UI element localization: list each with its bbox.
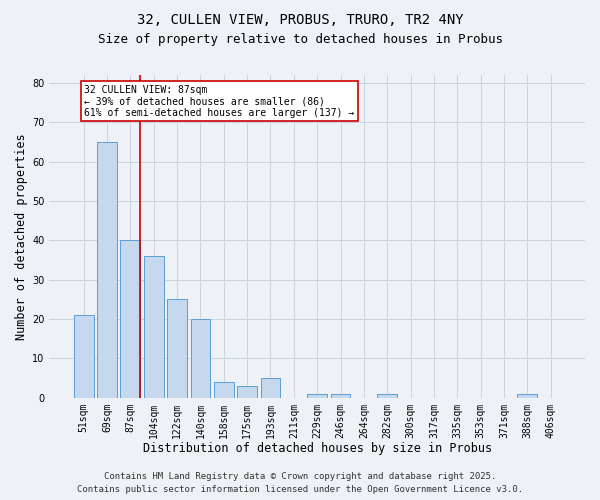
Bar (377, 394, 397, 398)
Text: Size of property relative to detached houses in Probus: Size of property relative to detached ho… (97, 32, 503, 46)
Bar (97, 142, 117, 398)
Bar (121, 240, 140, 398)
Bar (307, 394, 327, 398)
Text: 32 CULLEN VIEW: 87sqm
← 39% of detached houses are smaller (86)
61% of semi-deta: 32 CULLEN VIEW: 87sqm ← 39% of detached … (84, 85, 355, 118)
Text: Contains HM Land Registry data © Crown copyright and database right 2025.: Contains HM Land Registry data © Crown c… (104, 472, 496, 481)
Bar (74, 315, 94, 398)
Text: 32, CULLEN VIEW, PROBUS, TRURO, TR2 4NY: 32, CULLEN VIEW, PROBUS, TRURO, TR2 4NY (137, 12, 463, 26)
Bar (191, 319, 211, 398)
X-axis label: Distribution of detached houses by size in Probus: Distribution of detached houses by size … (143, 442, 492, 455)
Bar (214, 382, 234, 398)
Text: Contains public sector information licensed under the Open Government Licence v3: Contains public sector information licen… (77, 485, 523, 494)
Bar (237, 386, 257, 398)
Y-axis label: Number of detached properties: Number of detached properties (15, 133, 28, 340)
Bar (331, 394, 350, 398)
Bar (517, 394, 538, 398)
Bar (260, 378, 280, 398)
Bar (167, 300, 187, 398)
Bar (144, 256, 164, 398)
